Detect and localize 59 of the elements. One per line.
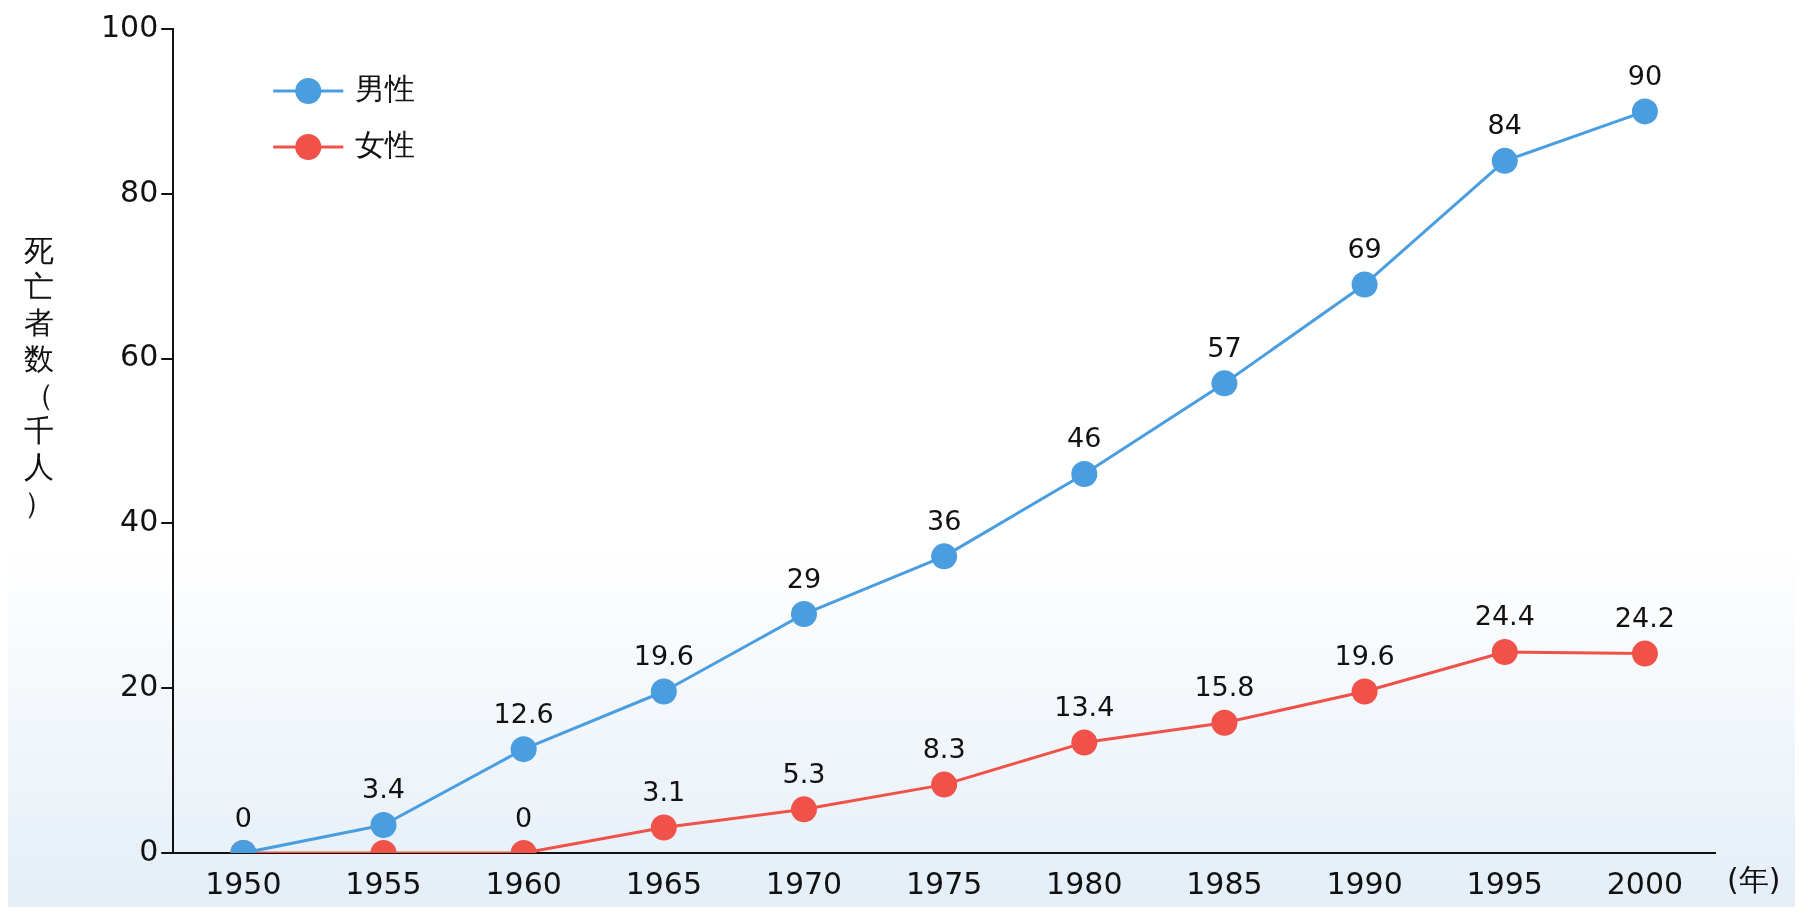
- point: [1351, 678, 1378, 705]
- data-label: 3.4: [362, 773, 405, 805]
- x-tick-label: 1995: [1466, 865, 1543, 901]
- legend-label: 女性: [355, 126, 416, 162]
- data-label: 69: [1347, 232, 1382, 264]
- data-label: 3.1: [642, 775, 686, 807]
- data-label: 46: [1067, 422, 1102, 454]
- point: [1351, 271, 1378, 298]
- x-tick-label: 1960: [485, 865, 562, 901]
- x-axis-title: (年): [1727, 861, 1781, 897]
- y-tick-label: 60: [120, 338, 159, 374]
- data-label: 19.6: [633, 640, 694, 672]
- y-tick-label: 100: [101, 8, 159, 44]
- point: [650, 814, 677, 841]
- point: [1491, 147, 1518, 174]
- data-label: 24.2: [1614, 602, 1675, 634]
- x-tick-label: 1985: [1186, 865, 1263, 901]
- point: [790, 601, 817, 628]
- data-label: 0: [234, 801, 252, 833]
- x-tick-label: 1965: [625, 865, 702, 901]
- data-label: 84: [1487, 109, 1522, 141]
- x-tick-label: 1970: [765, 865, 843, 901]
- x-tick-label: 2000: [1606, 865, 1684, 901]
- x-tick-label: 1955: [345, 865, 422, 901]
- point: [1211, 709, 1238, 736]
- data-label: 8.3: [922, 733, 966, 765]
- data-label: 5.3: [782, 757, 826, 789]
- y-axis-title: 死亡者数（千人）: [23, 233, 55, 521]
- x-tick-label: 1990: [1326, 865, 1403, 901]
- x-tick-label: 1980: [1046, 865, 1123, 901]
- point: [1491, 638, 1518, 665]
- y-tick-label: 40: [120, 503, 159, 539]
- point: [1631, 98, 1658, 125]
- data-label: 36: [926, 504, 962, 536]
- point: [931, 543, 958, 570]
- point: [1071, 460, 1098, 487]
- x-tick-label: 1975: [905, 865, 983, 901]
- data-label: 90: [1627, 59, 1663, 91]
- point: [510, 736, 537, 763]
- point: [790, 796, 817, 823]
- data-label: 24.4: [1474, 600, 1535, 632]
- y-tick-label: 80: [120, 173, 159, 209]
- data-label: 12.6: [493, 697, 554, 729]
- point: [1211, 370, 1238, 397]
- point: [650, 678, 677, 705]
- legend-label: 男性: [355, 70, 416, 106]
- point: [370, 811, 397, 838]
- data-label: 15.8: [1194, 671, 1255, 703]
- data-label: 29: [786, 562, 822, 594]
- data-label: 13.4: [1054, 691, 1115, 723]
- data-label: 19.6: [1334, 640, 1395, 672]
- data-label: 57: [1207, 331, 1242, 363]
- y-tick-label: 20: [120, 668, 159, 703]
- x-tick-label: 1950: [205, 865, 282, 901]
- data-label: 0: [515, 801, 533, 833]
- point: [931, 771, 958, 798]
- y-tick-label: 0: [139, 832, 159, 868]
- point: [1071, 729, 1098, 756]
- point: [1631, 640, 1658, 667]
